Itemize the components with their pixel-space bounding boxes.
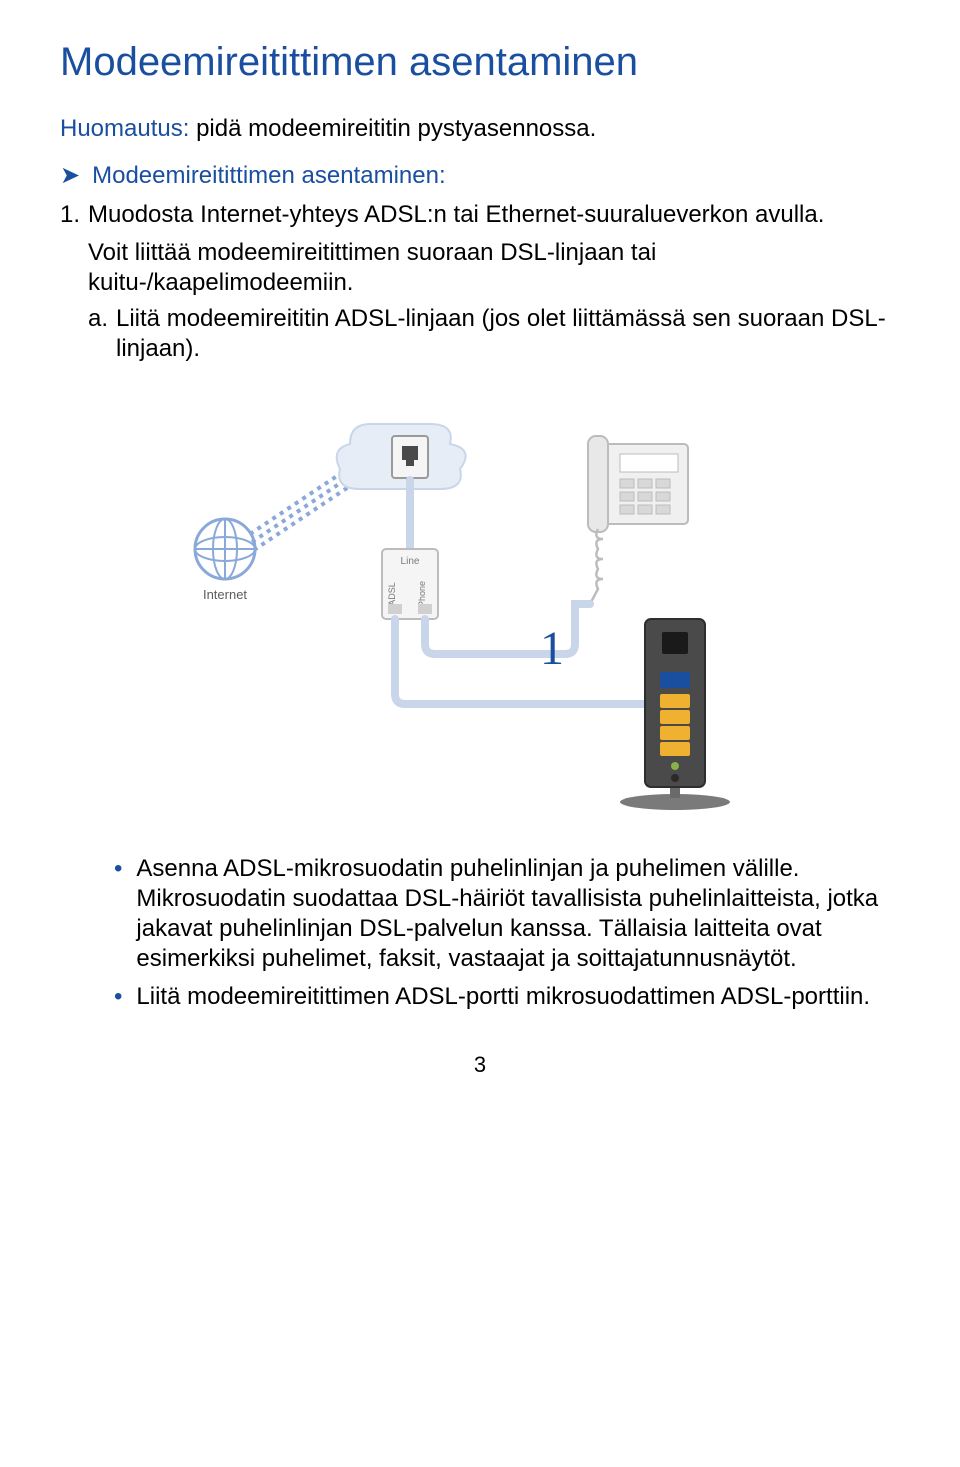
bullet-2: • Liitä modeemireitittimen ADSL-portti m… [110, 982, 900, 1012]
diagram-svg: Internet Line ADSL Phone [170, 394, 790, 814]
page-title: Modeemireitittimen asentaminen [60, 40, 900, 85]
modem-icon [620, 619, 730, 810]
step-1-note: Voit liittää modeemireitittimen suoraan … [88, 238, 900, 298]
phone-icon [588, 436, 688, 604]
step-1-text: Muodosta Internet-yhteys ADSL:n tai Ethe… [88, 200, 900, 230]
substep-letter: a. [88, 305, 116, 333]
document-page: Modeemireitittimen asentaminen Huomautus… [0, 0, 960, 1108]
splitter-adsl-label: ADSL [387, 582, 397, 606]
notice-label: Huomautus: [60, 115, 189, 142]
diagram-step-number: 1 [540, 622, 564, 675]
bullet-1-text: Asenna ADSL-mikrosuodatin puhelinlinjan … [136, 854, 900, 974]
cable-splitter-modem [395, 619, 655, 704]
step-1a-text: Liitä modeemireititin ADSL-linjaan (jos … [116, 304, 900, 364]
internet-label: Internet [203, 587, 247, 602]
notice-text: pidä modeemireititin pystyasennossa. [189, 115, 596, 142]
step-1a: a. Liitä modeemireititin ADSL-linjaan (j… [88, 304, 900, 364]
cable-splitter-phone [425, 604, 590, 654]
connection-diagram: Internet Line ADSL Phone [60, 394, 900, 814]
internet-icon [195, 519, 255, 579]
step-1: 1. Muodosta Internet-yhteys ADSL:n tai E… [60, 200, 900, 298]
splitter-line-label: Line [401, 556, 420, 567]
splitter-phone-label: Phone [417, 581, 427, 607]
arrow-icon: ➤ [60, 161, 80, 190]
splitter-icon: Line ADSL Phone [382, 549, 438, 619]
page-number: 3 [60, 1052, 900, 1078]
wall-jack-icon [337, 424, 466, 489]
notice-line: Huomautus: pidä modeemireititin pystyase… [60, 115, 900, 143]
step-number: 1. [60, 201, 88, 229]
bullet-dot-icon: • [114, 854, 122, 884]
bullet-dot-icon: • [114, 982, 122, 1012]
bullet-1: • Asenna ADSL-mikrosuodatin puhelinlinja… [110, 854, 900, 974]
bullet-2-text: Liitä modeemireitittimen ADSL-portti mik… [136, 982, 870, 1012]
arrow-bullet: ➤ Modeemireitittimen asentaminen: [60, 161, 900, 190]
section-subtitle: Modeemireitittimen asentaminen: [92, 162, 446, 190]
